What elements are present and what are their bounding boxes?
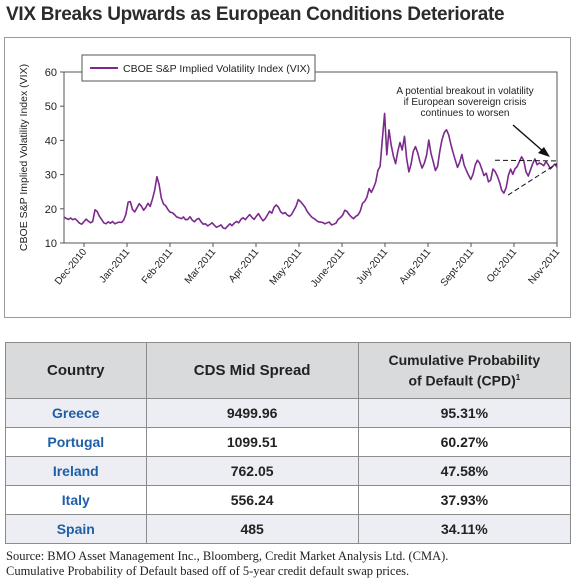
x-tick-label: Sept-2011 [439, 247, 477, 289]
vix-series-line [63, 112, 558, 230]
x-tick-label: May-2011 [268, 247, 305, 288]
header-cds: CDS Mid Spread [145, 342, 359, 399]
annotation-arrow-shaft [512, 124, 545, 153]
cell-cpd: 47.58% [357, 456, 572, 486]
source-line-1: Source: BMO Asset Management Inc., Bloom… [6, 549, 449, 563]
x-tick-label: Mar-2011 [183, 247, 219, 287]
x-tick-label: June-2011 [309, 247, 348, 290]
legend-box [81, 54, 316, 82]
x-tick-label: Jan-2011 [98, 247, 133, 286]
cell-cpd: 60.27% [357, 427, 572, 457]
cell-cds: 556.24 [145, 485, 359, 515]
annotation-text-line: A potential breakout in volatility [396, 86, 533, 97]
cell-cpd: 34.11% [357, 514, 572, 544]
x-tick-label: Nov-2011 [526, 247, 562, 287]
annotation-text-line: if European sovereign crisis [404, 97, 527, 108]
source-line-2: Cumulative Probability of Default based … [6, 564, 410, 578]
y-tick-label: 10 [45, 238, 57, 250]
cell-country: Italy [5, 485, 147, 515]
source-note: Source: BMO Asset Management Inc., Bloom… [6, 549, 448, 579]
page-title: VIX Breaks Upwards as European Condition… [6, 4, 505, 25]
header-country: Country [5, 342, 147, 399]
cell-cds: 762.05 [145, 456, 359, 486]
lower-trendline [507, 163, 558, 196]
y-tick-label: 20 [45, 204, 57, 216]
table-row: Spain 485 34.11% [5, 514, 572, 544]
cell-country: Portugal [5, 427, 147, 457]
header-cpd-line1: Cumulative Probability [388, 351, 541, 368]
x-tick-label: Dec-2010 [53, 247, 90, 288]
x-tick-label: Aug-2011 [397, 247, 433, 287]
header-cpd: Cumulative Probability of Default (CPD)1 [357, 342, 572, 399]
cell-cpd: 37.93% [357, 485, 572, 515]
table-row: Ireland 762.05 47.58% [5, 456, 572, 486]
cell-cpd: 95.31% [357, 398, 572, 428]
cell-cds: 485 [145, 514, 359, 544]
header-cpd-footnote: 1 [515, 372, 521, 382]
y-tick-label: 60 [45, 67, 57, 79]
x-tick-label: Feb-2011 [140, 247, 176, 287]
header-cpd-line2: of Default (CPD) [408, 372, 516, 389]
cell-cds: 1099.51 [145, 427, 359, 457]
y-tick-label: 40 [45, 135, 57, 147]
cell-country: Spain [5, 514, 147, 544]
table-row: Portugal 1099.51 60.27% [5, 427, 572, 457]
x-tick-label: Oct-2011 [485, 247, 520, 285]
cell-country: Ireland [5, 456, 147, 486]
cell-cds: 9499.96 [145, 398, 359, 428]
table-header-row: Country CDS Mid Spread Cumulative Probab… [5, 342, 572, 399]
legend-label: CBOE S&P Implied Volatility Index (VIX) [123, 63, 310, 75]
x-tick-label: July-2011 [354, 247, 390, 287]
table-row: Greece 9499.96 95.31% [5, 398, 572, 428]
table-row: Italy 556.24 37.93% [5, 485, 572, 515]
y-axis-label: CBOE S&P Implied Volatility Index (VIX) [18, 64, 30, 251]
cds-table: Country CDS Mid Spread Cumulative Probab… [5, 342, 572, 544]
upper-trendline [494, 159, 558, 162]
annotation-text-line: continues to worsen [421, 108, 510, 119]
y-tick-label: 30 [45, 170, 57, 182]
chart-frame: 10 20 30 40 50 60 CBOE S&P Implied Volatility … [4, 37, 571, 318]
x-tick-label: Apr-2011 [227, 247, 262, 285]
vix-line-chart: 10 20 30 40 50 60 CBOE S&P Implied Volatility … [18, 54, 563, 290]
cell-country: Greece [5, 398, 147, 428]
y-tick-label: 50 [45, 101, 57, 113]
annotation-arrow-head [538, 147, 550, 157]
